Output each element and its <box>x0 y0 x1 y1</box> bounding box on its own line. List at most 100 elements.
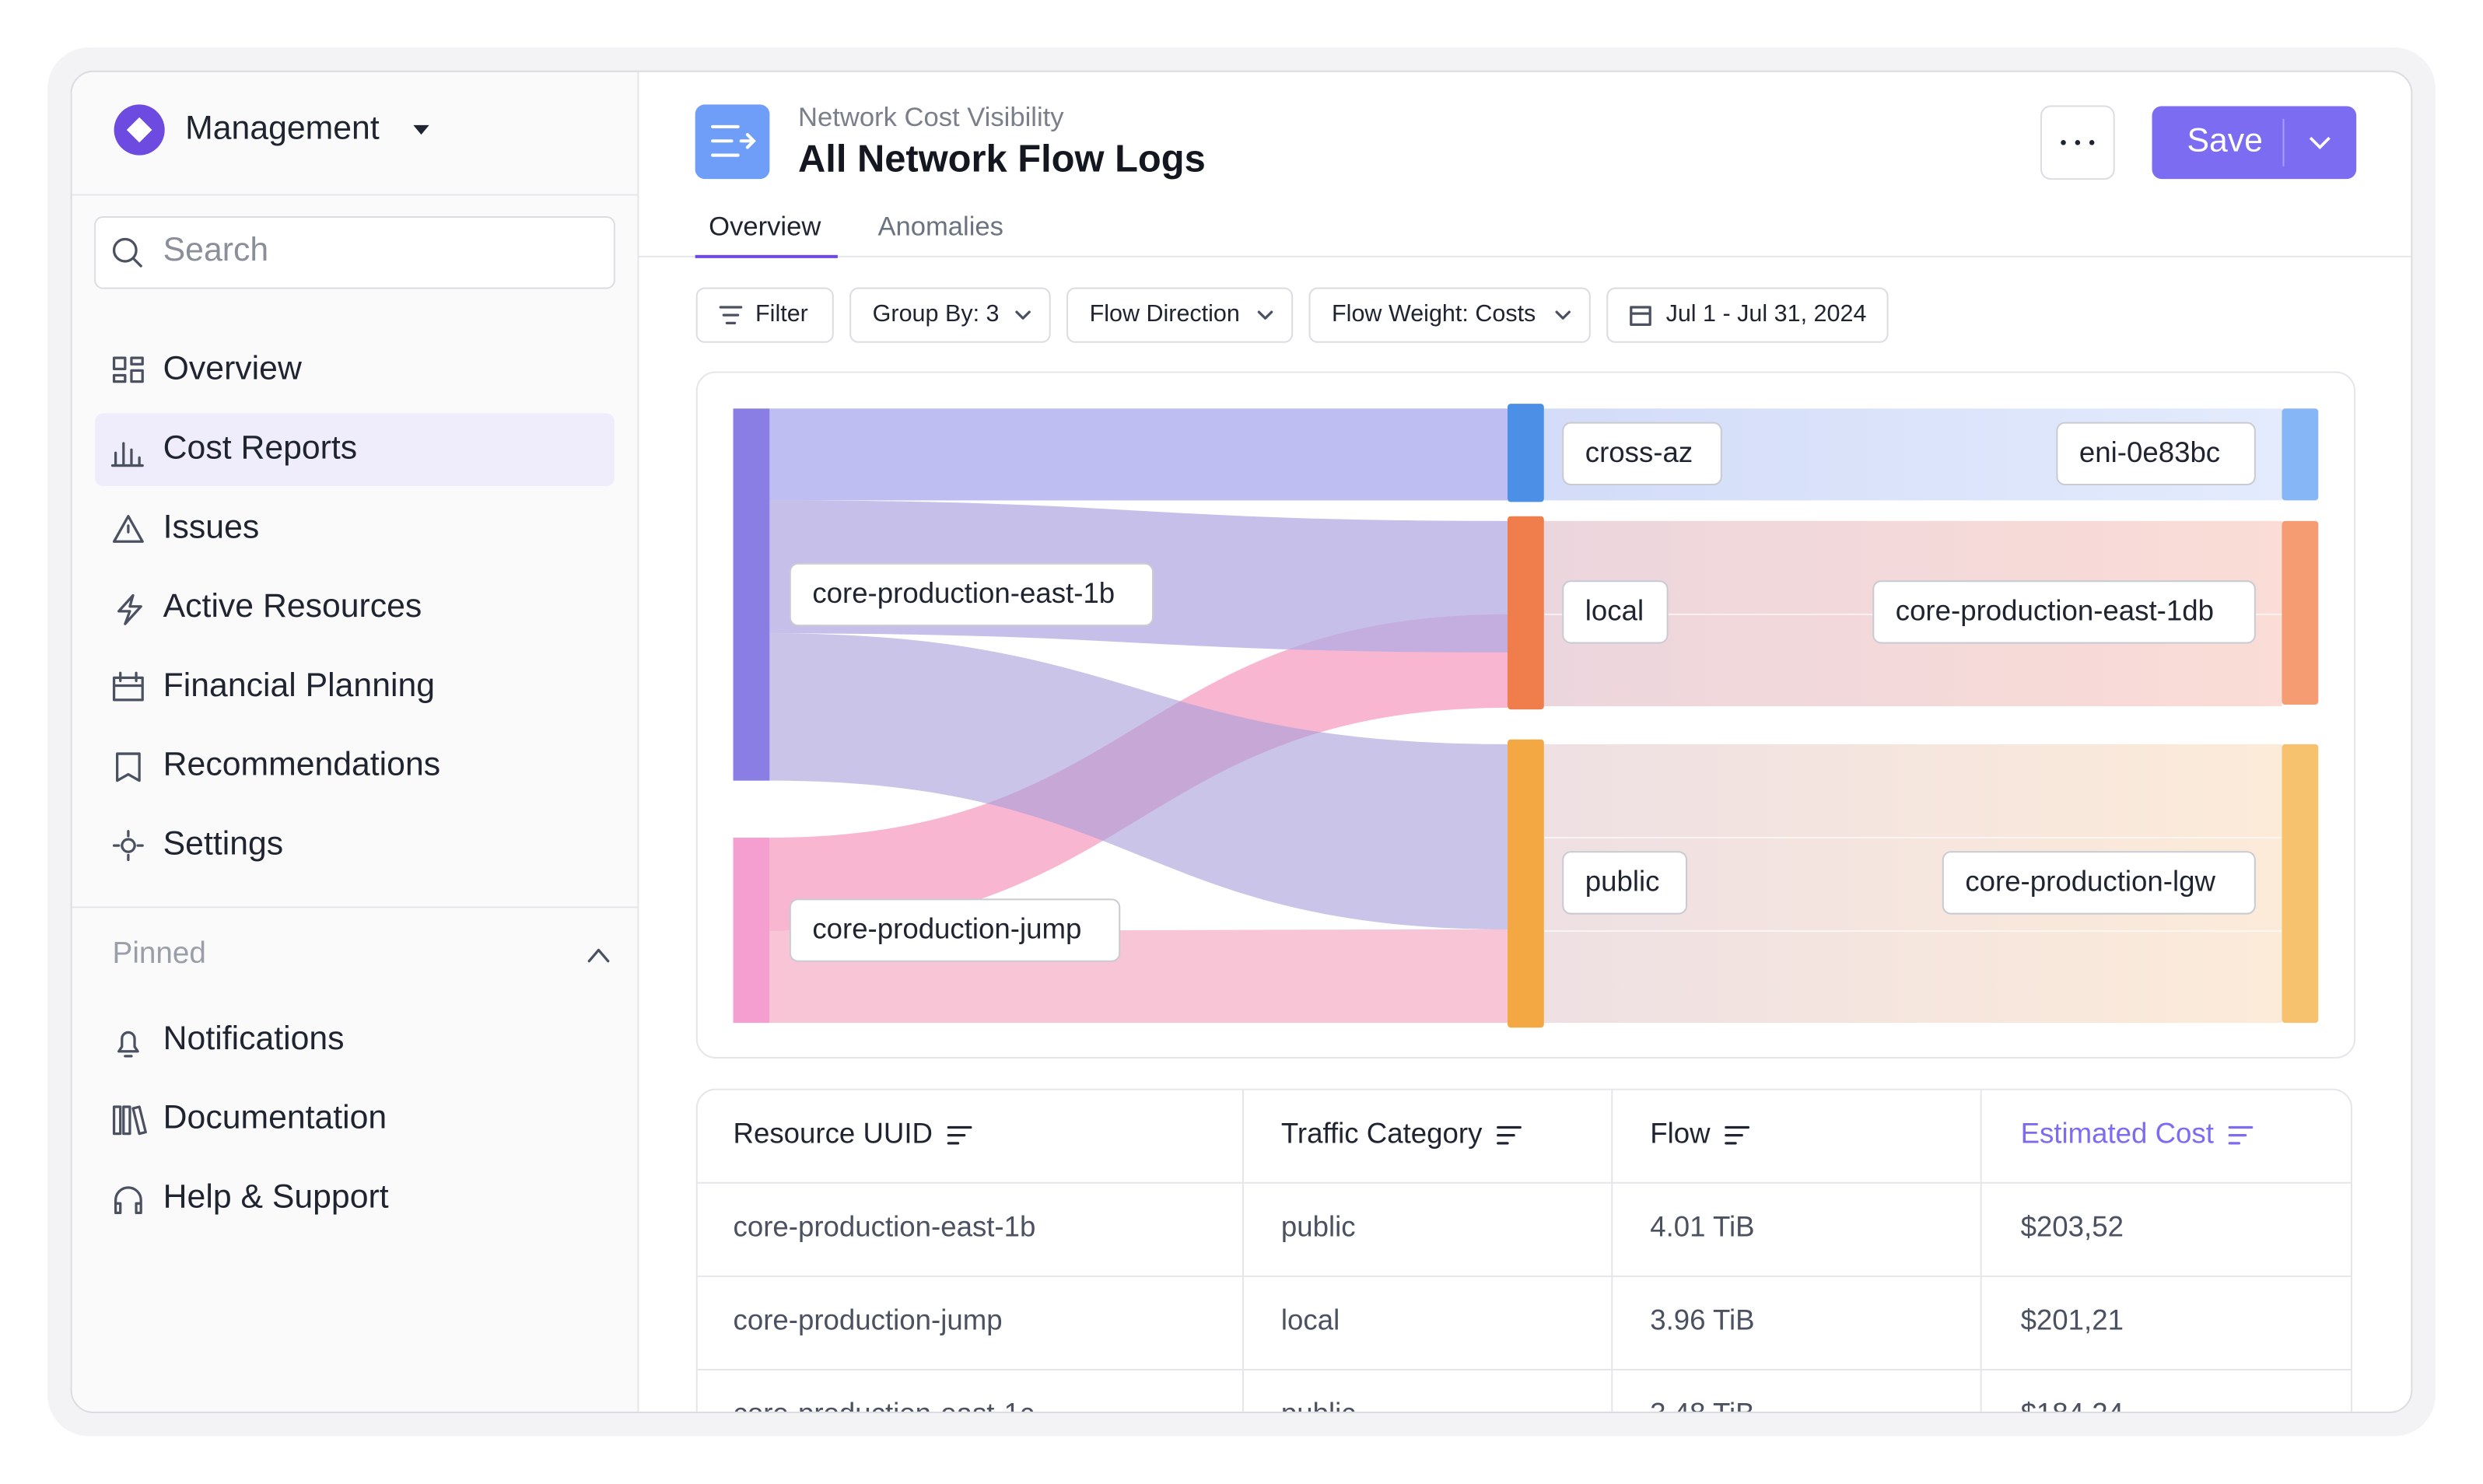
nav-item[interactable]: Issues <box>163 508 260 545</box>
save-label[interactable]: Save <box>2187 122 2262 159</box>
page-icon-glyph <box>711 124 756 157</box>
nav-active <box>95 413 615 487</box>
sort-icon[interactable] <box>947 1125 972 1145</box>
filter-label[interactable]: Filter <box>755 300 808 327</box>
column-header[interactable]: Flow <box>1650 1117 1711 1149</box>
table-card <box>695 1088 2353 1412</box>
sidebar <box>71 71 639 1412</box>
tab[interactable]: Anomalies <box>877 212 1003 241</box>
subtitle: Network Cost Visibility <box>798 103 1064 132</box>
cell: core-production-east-1b <box>734 1210 1036 1242</box>
nav-icon <box>112 356 144 383</box>
flow[interactable] <box>769 633 1508 930</box>
node-label[interactable]: cross-az <box>1585 436 1693 468</box>
calendar-icon <box>1630 306 1651 327</box>
chevron <box>1257 310 1273 320</box>
nav-icon <box>112 515 144 543</box>
pinned-item[interactable]: Notifications <box>163 1020 345 1057</box>
tab[interactable]: Overview <box>709 212 821 241</box>
node-label[interactable]: core-production-lgw <box>1965 866 2215 898</box>
nav-icon <box>112 830 144 862</box>
nav-item[interactable]: Overview <box>163 350 302 387</box>
node-label-box <box>789 562 1154 627</box>
node[interactable] <box>2282 408 2319 501</box>
filter-button[interactable] <box>1308 287 1591 343</box>
column-header[interactable]: Resource UUID <box>734 1117 933 1149</box>
dot <box>2061 140 2066 145</box>
cell: core-production-jump <box>734 1304 1003 1336</box>
search-placeholder[interactable]: Search <box>163 231 268 268</box>
workspace[interactable]: Management <box>185 109 380 146</box>
nav-icon <box>110 442 144 467</box>
node-label[interactable]: local <box>1585 595 1644 627</box>
node[interactable] <box>1508 516 1544 710</box>
nav-icon <box>116 752 141 782</box>
collapse[interactable] <box>587 948 610 963</box>
node[interactable] <box>733 837 770 1024</box>
cell: 3.48 TiB <box>1650 1398 1754 1430</box>
cell: $184,24 <box>2021 1398 2124 1430</box>
pinned-item[interactable]: Help & Support <box>163 1178 389 1215</box>
node[interactable] <box>2282 520 2319 705</box>
node[interactable] <box>1508 739 1544 1028</box>
node[interactable] <box>2282 744 2319 1024</box>
cell: $203,52 <box>2021 1210 2124 1242</box>
node-label-box <box>1942 851 2256 915</box>
column-header[interactable]: Traffic Category <box>1281 1117 1483 1149</box>
save-menu[interactable] <box>2309 136 2331 149</box>
search-box[interactable] <box>94 215 615 289</box>
sort-icon[interactable] <box>2228 1125 2254 1145</box>
filter-icon <box>719 306 743 324</box>
filter-label[interactable]: Flow Weight: Costs <box>1332 300 1536 327</box>
filter-button[interactable] <box>849 287 1051 343</box>
nav-item[interactable]: Recommendations <box>163 746 440 783</box>
search-icon <box>112 237 138 263</box>
chevron <box>1015 310 1031 320</box>
node-label-box <box>1562 422 1722 486</box>
node[interactable] <box>733 408 770 781</box>
filter-button[interactable] <box>695 287 834 343</box>
filter-label[interactable]: Jul 1 - Jul 31, 2024 <box>1666 300 1867 327</box>
filter-label[interactable]: Group By: 3 <box>873 300 1000 327</box>
sort-icon[interactable] <box>1725 1125 1750 1145</box>
cell: $201,21 <box>2021 1304 2124 1336</box>
nav-item[interactable]: Settings <box>163 824 283 862</box>
cell: public <box>1281 1398 1356 1430</box>
nav-item[interactable]: Financial Planning <box>163 667 435 704</box>
node[interactable] <box>1508 404 1544 502</box>
dot <box>2075 140 2081 145</box>
filter-button[interactable] <box>1606 287 1889 343</box>
caret[interactable] <box>413 124 429 135</box>
pinned-label: Pinned <box>113 936 206 970</box>
sort-icon[interactable] <box>1497 1125 1522 1145</box>
node-label[interactable]: core-production-jump <box>812 913 1081 945</box>
nav-item[interactable]: Cost Reports <box>163 429 357 467</box>
nav-icon <box>114 1186 142 1215</box>
tab-underline <box>695 254 838 258</box>
nav-icon <box>117 593 142 625</box>
node-label-box <box>2056 422 2256 486</box>
flow[interactable] <box>769 408 1508 501</box>
node-label[interactable]: eni-0e83bc <box>2079 436 2220 468</box>
cell: core-production-east-1c <box>734 1398 1035 1430</box>
node-label[interactable]: core-production-east-1db <box>1896 595 2214 627</box>
node-label-box <box>1872 580 2256 644</box>
nav-item[interactable]: Active Resources <box>163 587 422 625</box>
node-label[interactable]: core-production-east-1b <box>812 577 1115 609</box>
cell: local <box>1281 1304 1340 1336</box>
column-header[interactable]: Estimated Cost <box>2021 1117 2214 1149</box>
title: All Network Flow Logs <box>798 138 1206 180</box>
save-button[interactable] <box>2152 106 2357 180</box>
filter-button[interactable] <box>1066 287 1294 343</box>
pinned-item[interactable]: Documentation <box>163 1099 387 1136</box>
node-label[interactable]: public <box>1585 866 1660 898</box>
node-label-box <box>789 898 1121 962</box>
cell: public <box>1281 1210 1356 1242</box>
nav-icon <box>112 671 144 702</box>
search-icon <box>131 257 142 268</box>
filter-label[interactable]: Flow Direction <box>1090 300 1240 327</box>
nav-icon <box>112 1105 147 1136</box>
card-border <box>70 70 2413 1413</box>
